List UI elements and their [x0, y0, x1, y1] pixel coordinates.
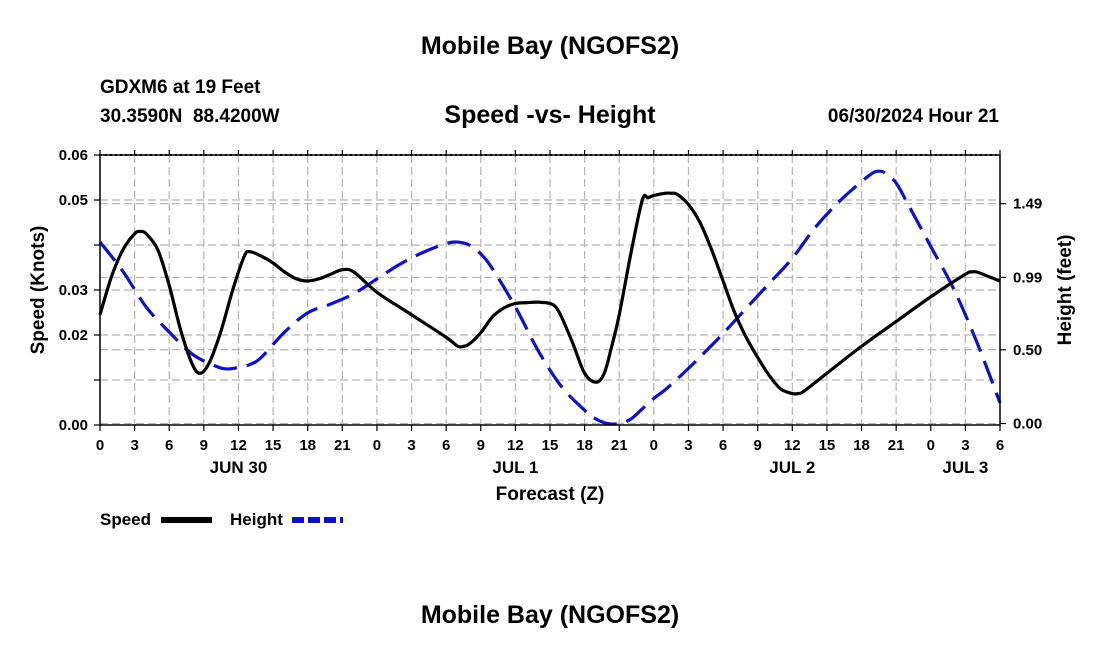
x-tick-label: 18 — [576, 437, 593, 454]
date-label: JUL 3 — [942, 458, 988, 477]
x-tick-label: 0 — [927, 437, 935, 454]
plot-lines — [98, 169, 1002, 426]
x-tick-label: 0 — [650, 437, 658, 454]
speed-height-chart: 0 3 6 9 12 15 18 21 0 3 6 9 12 15 18 21 0 3 6 9 12 15 18 21 0 3 6 … — [28, 147, 1076, 529]
x-tick-label: 18 — [299, 437, 316, 454]
left-axis-label: Speed (Knots) — [28, 226, 49, 355]
x-tick-label: 12 — [784, 437, 801, 454]
x-tick-label: 3 — [961, 437, 969, 454]
legend-height-label: Height — [230, 510, 283, 529]
x-tick-label: 3 — [407, 437, 415, 454]
x-tick-label: 21 — [334, 437, 351, 454]
y2-tick-label: 1.49 — [1013, 196, 1042, 213]
chart-subtitle: Speed -vs- Height — [444, 101, 656, 129]
speed-series-line — [98, 191, 1001, 396]
y2-tick-label: 0.00 — [1013, 416, 1042, 433]
chart-title: Mobile Bay (NGOFS2) — [420, 32, 680, 60]
x-tick-label: 15 — [542, 437, 559, 454]
x-tick-label: 6 — [996, 437, 1004, 454]
y2-tick-label: 0.99 — [1013, 269, 1042, 286]
x-tick-label: 18 — [853, 437, 870, 454]
x-axis-label: Forecast (Z) — [496, 484, 605, 505]
x-tick-label: 0 — [96, 437, 104, 454]
date-label: JUL 1 — [492, 458, 538, 477]
x-tick-label: 21 — [611, 437, 628, 454]
forecast-timestamp: 06/30/2024 Hour 21 — [827, 106, 999, 127]
x-tick-label: 9 — [200, 437, 208, 454]
x-tick-label: 6 — [442, 437, 450, 454]
x-tick-label: 15 — [265, 437, 282, 454]
y-tick-label: 0.00 — [59, 417, 88, 434]
date-label: JUN 30 — [210, 458, 268, 477]
y2-tick-label: 0.50 — [1013, 342, 1042, 359]
x-tick-label: 15 — [819, 437, 836, 454]
x-tick-label: 12 — [507, 437, 524, 454]
footer-title: Mobile Bay (NGOFS2) — [420, 601, 680, 629]
y-tick-label: 0.06 — [59, 147, 88, 164]
y-tick-label: 0.02 — [59, 327, 88, 344]
x-tick-label: 21 — [888, 437, 905, 454]
x-tick-label: 6 — [165, 437, 173, 454]
x-tick-label: 9 — [477, 437, 485, 454]
x-axis-ticks: 0 3 6 9 12 15 18 21 0 3 6 9 12 15 18 21 0 3 6 9 12 15 18 21 0 3 6 — [96, 150, 1004, 454]
x-tick-label: 3 — [130, 437, 138, 454]
right-axis-label: Height (feet) — [1055, 235, 1076, 346]
date-label: JUL 2 — [769, 458, 815, 477]
legend-speed-label: Speed — [100, 510, 151, 529]
y-tick-label: 0.05 — [59, 192, 88, 209]
x-tick-label: 6 — [719, 437, 727, 454]
y-tick-label: 0.03 — [59, 282, 88, 299]
right-axis-ticks: 0.00 0.50 0.99 1.49 — [1000, 196, 1042, 433]
x-tick-label: 0 — [373, 437, 381, 454]
legend: Speed Height — [100, 510, 343, 529]
x-tick-label: 12 — [230, 437, 247, 454]
height-series-line — [98, 169, 1002, 426]
left-axis-ticks: 0.00 0.02 0.03 0.05 0.06 — [59, 147, 100, 434]
x-tick-label: 9 — [754, 437, 762, 454]
x-tick-label: 3 — [684, 437, 692, 454]
station-coordinates: 30.3590N 88.4200W — [100, 106, 280, 127]
date-labels: JUN 30 JUL 1 JUL 2 JUL 3 — [210, 458, 989, 477]
grid-lines — [100, 155, 1000, 425]
station-label: GDXM6 at 19 Feet — [100, 77, 261, 98]
